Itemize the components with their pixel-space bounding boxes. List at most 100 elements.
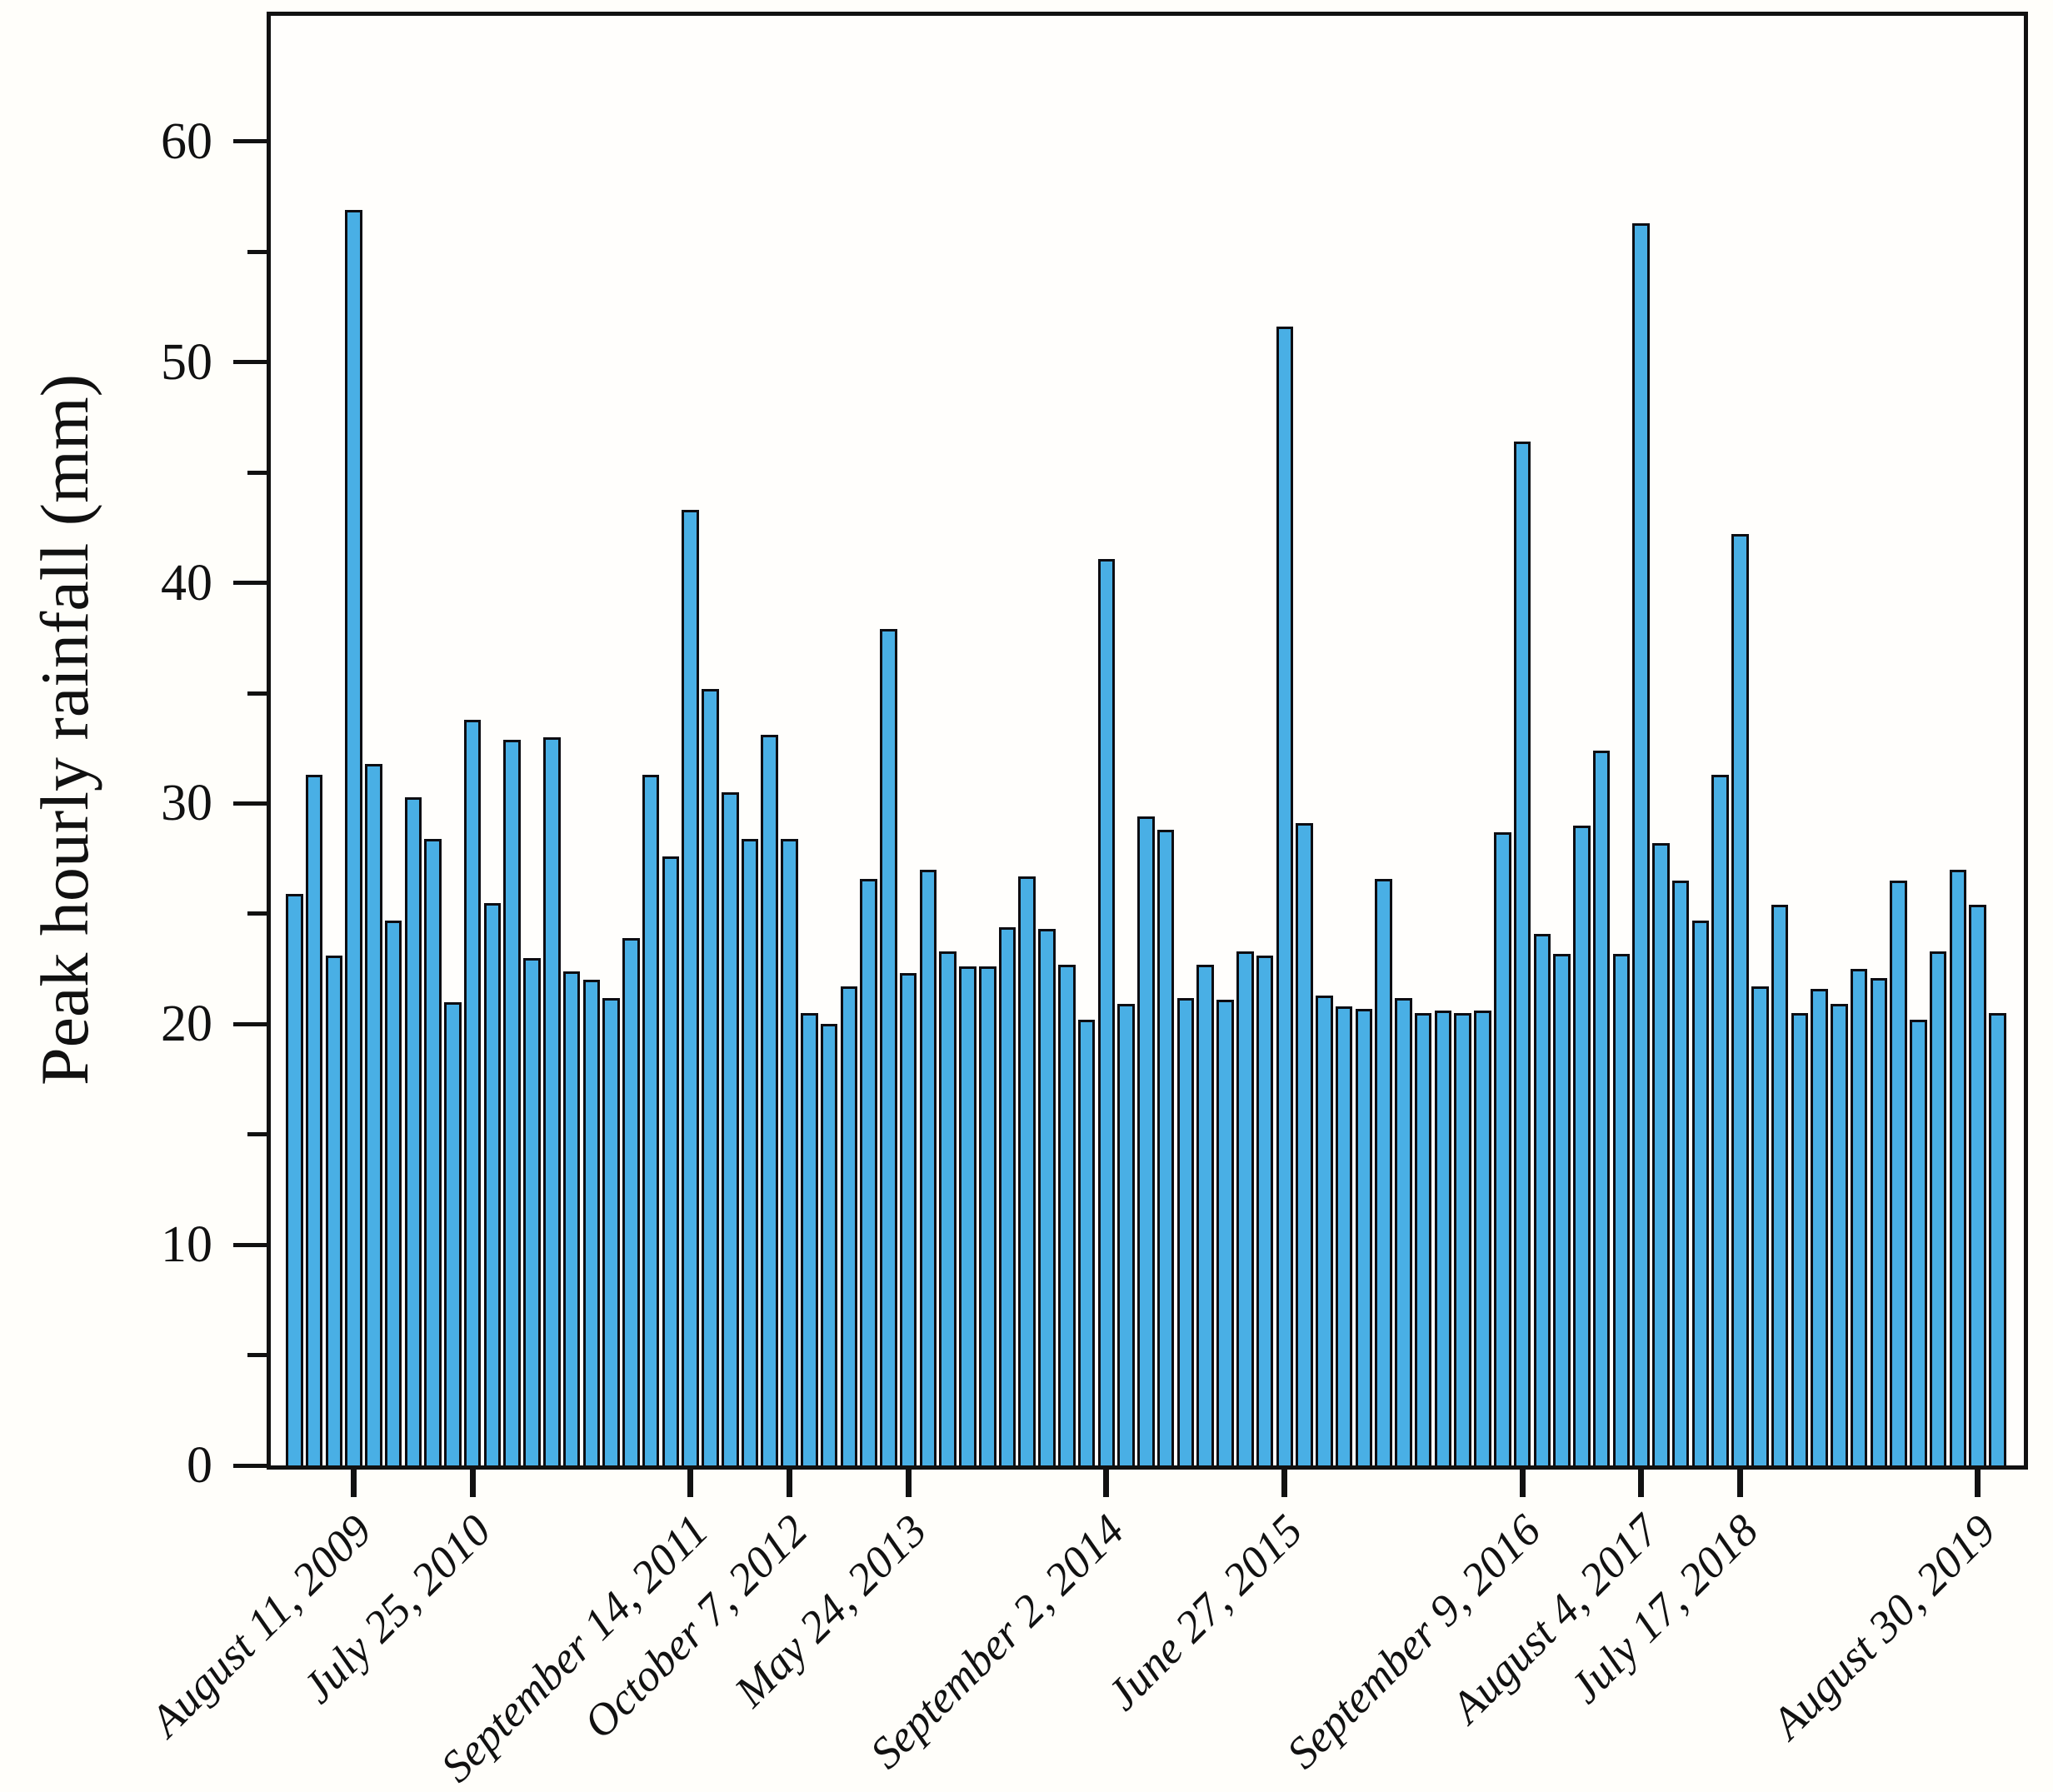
bar bbox=[1375, 878, 1392, 1465]
bar bbox=[1454, 1013, 1471, 1465]
bar bbox=[1196, 964, 1214, 1465]
x-axis-tick bbox=[1737, 1470, 1743, 1497]
y-axis-tick-label: 40 bbox=[161, 554, 212, 611]
bar bbox=[1058, 964, 1076, 1465]
bar bbox=[1236, 951, 1254, 1465]
y-axis-minor-tick bbox=[247, 470, 267, 475]
bar bbox=[1751, 986, 1769, 1465]
bar bbox=[1533, 933, 1551, 1465]
bar bbox=[682, 510, 699, 1465]
x-axis-tick bbox=[469, 1470, 476, 1497]
bar bbox=[1156, 830, 1175, 1465]
y-axis-tick-label: 60 bbox=[161, 112, 212, 170]
bar bbox=[1949, 869, 1967, 1465]
y-axis-minor-tick bbox=[247, 249, 267, 254]
bar bbox=[1018, 876, 1036, 1465]
y-axis-minor-tick bbox=[247, 691, 267, 696]
bar bbox=[1077, 1020, 1096, 1465]
bar bbox=[1632, 222, 1650, 1465]
bar bbox=[781, 838, 798, 1465]
x-axis-date-label: August 30, 2019 bbox=[1762, 1505, 2006, 1749]
bar bbox=[1276, 327, 1294, 1465]
bar bbox=[1256, 956, 1274, 1465]
x-axis-tick bbox=[351, 1470, 357, 1497]
x-axis-tick bbox=[905, 1470, 912, 1497]
bar bbox=[1335, 1006, 1353, 1465]
bar bbox=[305, 775, 323, 1465]
bar bbox=[1870, 977, 1888, 1465]
y-axis-major-tick bbox=[233, 581, 267, 586]
bar bbox=[642, 775, 660, 1465]
bar bbox=[1890, 881, 1907, 1465]
x-axis-tick bbox=[1519, 1470, 1526, 1497]
x-axis-tick bbox=[1975, 1470, 1981, 1497]
bar bbox=[1671, 881, 1690, 1465]
bar bbox=[721, 792, 739, 1465]
x-axis-tick bbox=[1281, 1470, 1288, 1497]
rainfall-bar-chart-page: { "chart_data": { "type": "bar", "title"… bbox=[27, 12, 2028, 1792]
bar bbox=[1929, 951, 1947, 1465]
bar bbox=[880, 629, 897, 1465]
bar bbox=[1553, 953, 1571, 1465]
bar bbox=[1434, 1011, 1452, 1465]
bar bbox=[860, 878, 877, 1465]
bar bbox=[1573, 825, 1591, 1465]
x-axis-tick bbox=[1103, 1470, 1110, 1497]
bar bbox=[503, 739, 522, 1465]
y-axis-minor-tick bbox=[247, 1132, 267, 1137]
bar bbox=[1474, 1011, 1491, 1465]
y-axis-major-tick bbox=[233, 1463, 267, 1468]
bar bbox=[1691, 920, 1710, 1465]
bar bbox=[1910, 1020, 1927, 1465]
y-axis-major-tick bbox=[233, 360, 267, 365]
bar bbox=[919, 869, 937, 1465]
bar bbox=[840, 986, 858, 1465]
bar bbox=[702, 688, 719, 1465]
bar bbox=[562, 971, 581, 1465]
bar bbox=[1176, 997, 1195, 1465]
bar bbox=[939, 951, 957, 1465]
bar bbox=[1097, 558, 1116, 1465]
bar bbox=[1711, 775, 1729, 1465]
plot-area bbox=[233, 12, 2028, 1470]
bar bbox=[1731, 534, 1749, 1465]
bar bbox=[978, 966, 997, 1465]
bar bbox=[384, 920, 402, 1465]
x-axis-tick bbox=[687, 1470, 694, 1497]
bar bbox=[1652, 843, 1670, 1465]
bar bbox=[483, 902, 502, 1465]
bar bbox=[1355, 1008, 1373, 1465]
bar bbox=[899, 973, 917, 1465]
bar bbox=[1811, 988, 1828, 1465]
bar bbox=[424, 838, 442, 1465]
y-axis-tick-label: 20 bbox=[161, 996, 212, 1053]
y-axis-major-tick bbox=[233, 801, 267, 806]
bar bbox=[1296, 823, 1313, 1465]
bar bbox=[1395, 997, 1412, 1465]
bar bbox=[1969, 905, 1987, 1465]
y-axis-tick-label: 30 bbox=[161, 775, 212, 832]
bar bbox=[820, 1024, 838, 1465]
bar bbox=[463, 719, 482, 1465]
y-axis-major-tick bbox=[233, 139, 267, 144]
bar bbox=[523, 957, 541, 1465]
bar bbox=[622, 938, 640, 1465]
bar bbox=[345, 210, 362, 1465]
y-axis-tick-label: 50 bbox=[161, 333, 212, 391]
bar bbox=[286, 894, 303, 1465]
bar bbox=[662, 856, 680, 1465]
x-axis-tick bbox=[787, 1470, 793, 1497]
bar bbox=[1831, 1004, 1848, 1465]
bar bbox=[1414, 1013, 1432, 1465]
bar bbox=[325, 956, 343, 1465]
bar bbox=[998, 926, 1017, 1465]
bar bbox=[1316, 995, 1333, 1465]
bar bbox=[582, 980, 601, 1465]
bar bbox=[1850, 969, 1868, 1465]
x-axis-tick bbox=[1638, 1470, 1645, 1497]
bar bbox=[1592, 750, 1611, 1465]
bar bbox=[1216, 1000, 1234, 1465]
bar bbox=[543, 737, 561, 1465]
y-axis-tick-label: 0 bbox=[187, 1437, 212, 1494]
y-axis-title-text: Peak hourly rainfall (mm) bbox=[27, 374, 102, 1086]
